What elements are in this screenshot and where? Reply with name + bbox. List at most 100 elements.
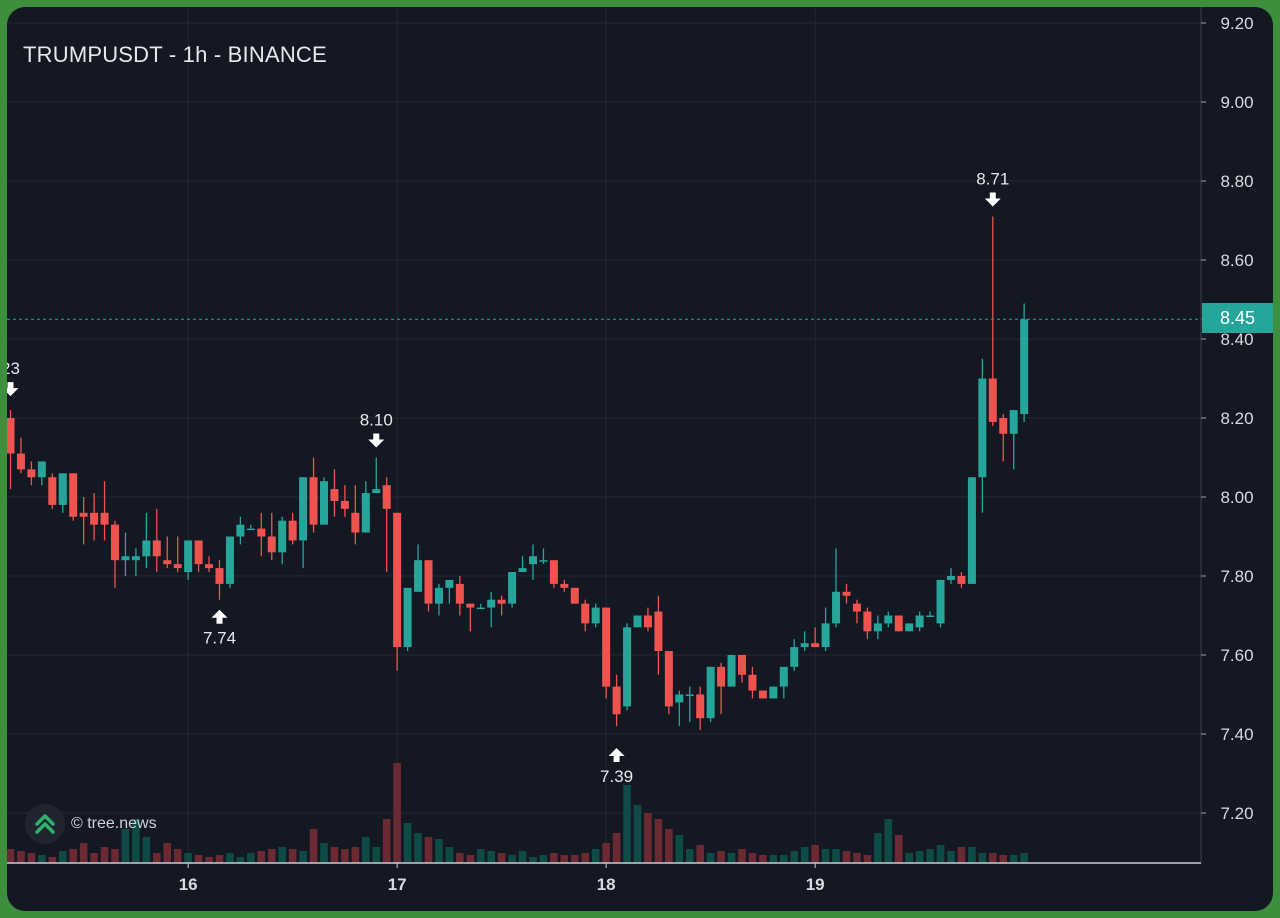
time-tick-label: 16 bbox=[179, 875, 198, 894]
annotation-label: 8.71 bbox=[976, 170, 1009, 189]
candle-body bbox=[758, 690, 767, 699]
volume-bar bbox=[456, 853, 464, 863]
candle-body bbox=[727, 655, 736, 687]
price-annotation: 7.74 bbox=[203, 609, 236, 648]
candle-body bbox=[654, 611, 663, 652]
candle-body bbox=[393, 512, 402, 648]
candle-body bbox=[988, 378, 997, 422]
price-axis[interactable]: 7.20 7.40 7.60 7.80 8.00 8.20 8.40 8.60 8.80 9.00… bbox=[1200, 7, 1254, 863]
double-chevron-up-icon bbox=[25, 804, 65, 844]
candle bbox=[915, 611, 924, 632]
time-tick-label: 18 bbox=[597, 875, 616, 894]
candle-body bbox=[173, 564, 182, 569]
candle bbox=[393, 512, 402, 671]
volume-bar bbox=[863, 855, 872, 863]
candle-body bbox=[738, 655, 746, 675]
candle-body bbox=[152, 540, 161, 557]
candle-body bbox=[591, 607, 600, 624]
candle bbox=[769, 686, 778, 699]
price-tick-label: 8.80 bbox=[1220, 172, 1253, 191]
volume-bar bbox=[853, 853, 861, 863]
candle bbox=[142, 512, 151, 569]
candle-body bbox=[361, 493, 370, 533]
candle-body bbox=[633, 615, 642, 628]
time-tick-label: 17 bbox=[388, 875, 407, 894]
candle-body bbox=[7, 418, 15, 454]
price-tick-label: 8.20 bbox=[1220, 409, 1253, 428]
candle bbox=[623, 623, 632, 711]
candle-body bbox=[497, 599, 506, 604]
candle-body bbox=[16, 453, 25, 470]
annotation-label: 7.74 bbox=[203, 629, 236, 648]
candle bbox=[163, 536, 172, 569]
volume-bar bbox=[999, 855, 1008, 863]
price-annotation: 8.71 bbox=[976, 170, 1009, 207]
candle bbox=[476, 603, 485, 610]
price-tick-label: 7.60 bbox=[1220, 646, 1253, 665]
volume-bar bbox=[320, 843, 328, 863]
candle bbox=[100, 481, 109, 541]
candle bbox=[37, 461, 46, 486]
candle bbox=[111, 520, 119, 588]
candle bbox=[7, 410, 15, 490]
volume-bar bbox=[989, 853, 997, 863]
volume-bar bbox=[257, 851, 266, 863]
candle-body bbox=[706, 666, 715, 719]
volume-bar bbox=[476, 849, 485, 863]
candle bbox=[69, 473, 78, 521]
candle-body bbox=[476, 607, 485, 610]
candle-body bbox=[340, 500, 349, 509]
candles bbox=[7, 216, 1029, 731]
price-chart[interactable]: 8.10 7.74 7.39 8.71 23 7.20 7.40 7.60 7.80 8.00 8… bbox=[7, 7, 1273, 911]
candle bbox=[602, 607, 611, 699]
candle-body bbox=[330, 489, 339, 501]
candle-body bbox=[90, 512, 99, 525]
arrow-down-icon bbox=[984, 192, 1001, 207]
volume-bar bbox=[696, 845, 704, 863]
candle bbox=[696, 686, 705, 731]
time-axis[interactable]: 16 17 18 19 bbox=[7, 862, 1201, 894]
candle-body bbox=[664, 651, 673, 707]
candle-body bbox=[351, 512, 360, 533]
price-tick-label: 8.00 bbox=[1220, 488, 1253, 507]
candle bbox=[257, 512, 266, 557]
current-price-label: 8.45 bbox=[1202, 303, 1273, 333]
volume-bar bbox=[27, 853, 36, 863]
candle bbox=[957, 572, 966, 588]
candle-body bbox=[873, 623, 882, 632]
volume-bar bbox=[414, 833, 422, 863]
candle bbox=[424, 560, 433, 612]
volume-bar bbox=[560, 855, 569, 863]
candle-body bbox=[487, 599, 496, 608]
volume-bar bbox=[623, 785, 631, 863]
candle-body bbox=[790, 647, 799, 667]
volume-bar bbox=[644, 813, 652, 863]
volume-bar bbox=[372, 847, 381, 863]
candle bbox=[790, 639, 799, 671]
candle-body bbox=[163, 560, 172, 565]
candle-body bbox=[1009, 410, 1018, 434]
candle-body bbox=[852, 603, 861, 612]
candle-body bbox=[466, 603, 475, 608]
candle bbox=[466, 603, 475, 632]
candle bbox=[131, 548, 140, 576]
volume-bar bbox=[487, 851, 495, 863]
volume-bar bbox=[957, 847, 966, 863]
watermark: © tree.news bbox=[25, 804, 157, 844]
annotation-label: 8.10 bbox=[360, 411, 393, 430]
candle bbox=[591, 603, 600, 628]
volume-bar bbox=[550, 853, 558, 863]
candle-body bbox=[184, 540, 193, 573]
candle-body bbox=[978, 378, 987, 478]
candle bbox=[999, 414, 1008, 462]
candle-body bbox=[863, 611, 872, 632]
candle bbox=[340, 485, 349, 517]
volume-bar bbox=[299, 851, 307, 863]
volume-bar bbox=[602, 843, 610, 863]
candle-body bbox=[926, 615, 935, 617]
candle-body bbox=[685, 694, 694, 696]
volume-bar bbox=[581, 853, 590, 863]
volume-bar bbox=[717, 851, 725, 863]
candle-body bbox=[518, 568, 527, 573]
volume-bar bbox=[571, 855, 579, 863]
